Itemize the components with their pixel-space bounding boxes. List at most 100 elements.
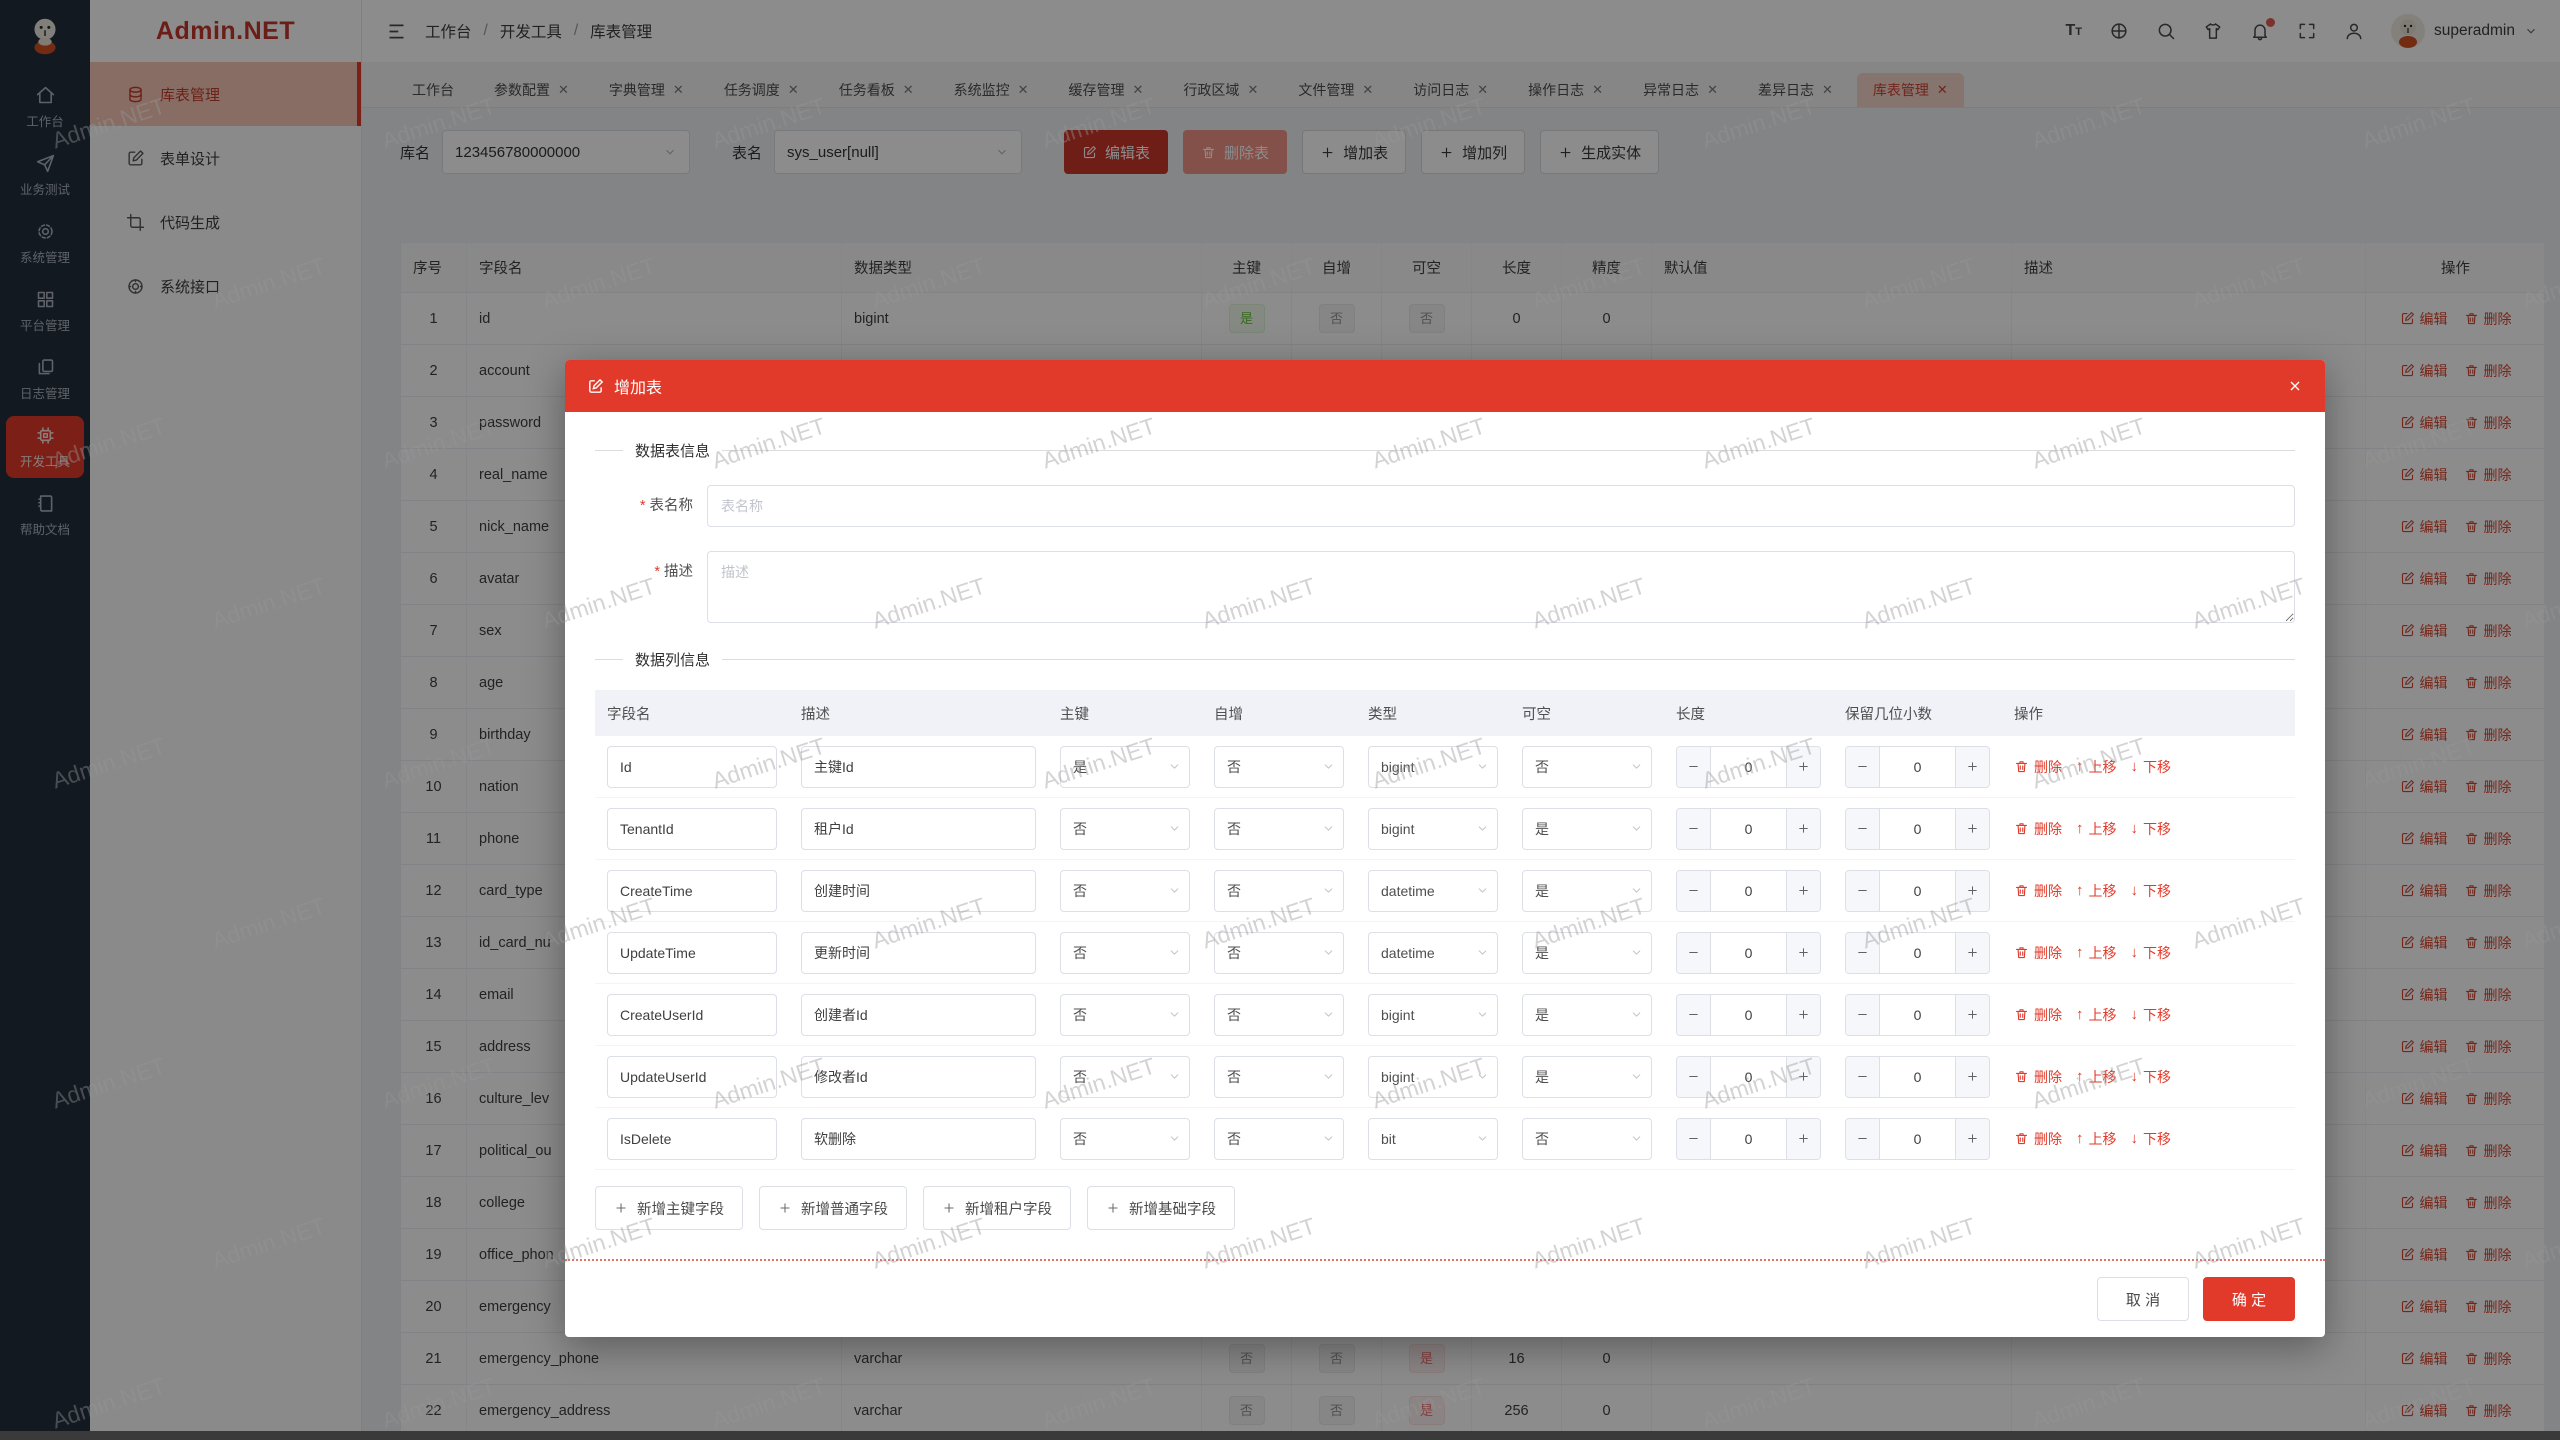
field-desc-input[interactable]: [801, 869, 1036, 912]
breadcrumb-item[interactable]: 开发工具: [499, 24, 562, 41]
type-select[interactable]: bigint: [1368, 993, 1498, 1036]
tab-close-icon[interactable]: ✕: [1132, 82, 1144, 97]
field-name-input[interactable]: [607, 931, 777, 974]
edit-row-button[interactable]: 编辑: [2400, 1089, 2448, 1109]
rail-item-平台管理[interactable]: 平台管理: [6, 280, 84, 342]
delete-row-button[interactable]: 删除: [2464, 829, 2512, 849]
field-name-input[interactable]: [607, 807, 777, 850]
sidebar-item-表单设计[interactable]: 表单设计: [90, 126, 361, 190]
increment-button[interactable]: [1786, 870, 1820, 911]
increment-button[interactable]: [1786, 994, 1820, 1035]
delete-row-button[interactable]: 删除: [2464, 673, 2512, 693]
move-down-button[interactable]: ↓ 下移: [2130, 1068, 2172, 1085]
delete-row-button[interactable]: 删除: [2464, 517, 2512, 537]
breadcrumb-item[interactable]: 工作台: [425, 24, 472, 41]
rail-item-工作台[interactable]: 工作台: [6, 76, 84, 138]
move-up-button[interactable]: ↑ 上移: [2076, 1068, 2117, 1085]
sidebar-item-库表管理[interactable]: 库表管理: [90, 62, 361, 126]
field-name-input[interactable]: [607, 993, 777, 1036]
rail-item-日志管理[interactable]: 日志管理: [6, 348, 84, 410]
delete-row-button[interactable]: 删除: [2464, 933, 2512, 953]
delete-row-button[interactable]: 删除: [2464, 413, 2512, 433]
delete-row-button[interactable]: 删除: [2464, 1245, 2512, 1265]
edit-row-button[interactable]: 编辑: [2400, 621, 2448, 641]
edit-row-button[interactable]: 编辑: [2400, 465, 2448, 485]
decrement-button[interactable]: [1846, 994, 1880, 1035]
edit-row-button[interactable]: 编辑: [2400, 881, 2448, 901]
tab-close-icon[interactable]: ✕: [672, 82, 684, 97]
increment-button[interactable]: [1955, 994, 1989, 1035]
add-field-button-新增基础字段[interactable]: 新增基础字段: [1087, 1186, 1235, 1230]
delete-row-button[interactable]: 删除: [2464, 777, 2512, 797]
field-desc-input[interactable]: [801, 745, 1036, 788]
delete-row-button[interactable]: 删除: [2464, 725, 2512, 745]
edit-row-button[interactable]: 编辑: [2400, 569, 2448, 589]
delete-column-button[interactable]: 删除: [2014, 1005, 2062, 1025]
decrement-button[interactable]: [1846, 746, 1880, 787]
decrement-button[interactable]: [1846, 808, 1880, 849]
move-up-button[interactable]: ↑ 上移: [2076, 820, 2117, 837]
edit-row-button[interactable]: 编辑: [2400, 985, 2448, 1005]
type-select[interactable]: bit: [1368, 1117, 1498, 1160]
auto-increment-select[interactable]: 否: [1214, 869, 1344, 912]
decrement-button[interactable]: [1846, 1118, 1880, 1159]
search-icon[interactable]: [2156, 21, 2176, 41]
profile-icon[interactable]: [2344, 21, 2364, 41]
edit-row-button[interactable]: 编辑: [2400, 1037, 2448, 1057]
tab-访问日志[interactable]: 访问日志 ✕: [1397, 73, 1504, 107]
primary-key-select[interactable]: 否: [1060, 1055, 1190, 1098]
tab-参数配置[interactable]: 参数配置 ✕: [478, 73, 585, 107]
delete-row-button[interactable]: 删除: [2464, 1089, 2512, 1109]
edit-row-button[interactable]: 编辑: [2400, 933, 2448, 953]
增加列-button[interactable]: 增加列: [1421, 130, 1526, 174]
tab-close-icon[interactable]: ✕: [1362, 82, 1374, 97]
delete-row-button[interactable]: 删除: [2464, 361, 2512, 381]
confirm-button[interactable]: 确 定: [2203, 1277, 2295, 1321]
tab-close-icon[interactable]: ✕: [1477, 82, 1489, 97]
nullable-select[interactable]: 是: [1522, 869, 1652, 912]
type-select[interactable]: bigint: [1368, 807, 1498, 850]
primary-key-select[interactable]: 否: [1060, 993, 1190, 1036]
delete-row-button[interactable]: 删除: [2464, 1141, 2512, 1161]
move-up-button[interactable]: ↑ 上移: [2076, 1006, 2117, 1023]
nullable-select[interactable]: 是: [1522, 1055, 1652, 1098]
tab-文件管理[interactable]: 文件管理 ✕: [1282, 73, 1389, 107]
rail-item-业务测试[interactable]: 业务测试: [6, 144, 84, 206]
edit-row-button[interactable]: 编辑: [2400, 413, 2448, 433]
decrement-button[interactable]: [1677, 994, 1711, 1035]
delete-row-button[interactable]: 删除: [2464, 1401, 2512, 1421]
delete-row-button[interactable]: 删除: [2464, 881, 2512, 901]
type-select[interactable]: bigint: [1368, 745, 1498, 788]
increment-button[interactable]: [1786, 1118, 1820, 1159]
field-desc-input[interactable]: [801, 807, 1036, 850]
font-size-icon[interactable]: TT: [2065, 21, 2082, 39]
table-select[interactable]: sys_user[null]: [774, 130, 1023, 174]
increment-button[interactable]: [1955, 1118, 1989, 1159]
move-up-button[interactable]: ↑ 上移: [2076, 944, 2117, 961]
field-desc-input[interactable]: [801, 993, 1036, 1036]
table-name-input[interactable]: [707, 485, 2295, 527]
move-down-button[interactable]: ↓ 下移: [2130, 758, 2172, 775]
decrement-button[interactable]: [1677, 808, 1711, 849]
edit-row-button[interactable]: 编辑: [2400, 1349, 2448, 1369]
breadcrumb-item[interactable]: 库表管理: [590, 24, 653, 41]
increment-button[interactable]: [1786, 808, 1820, 849]
tab-close-icon[interactable]: ✕: [1017, 82, 1029, 97]
delete-column-button[interactable]: 删除: [2014, 757, 2062, 777]
rail-item-开发工具[interactable]: 开发工具: [6, 416, 84, 478]
delete-row-button[interactable]: 删除: [2464, 1349, 2512, 1369]
delete-row-button[interactable]: 删除: [2464, 465, 2512, 485]
auto-increment-select[interactable]: 否: [1214, 1117, 1344, 1160]
delete-row-button[interactable]: 删除: [2464, 569, 2512, 589]
nullable-select[interactable]: 否: [1522, 1117, 1652, 1160]
type-select[interactable]: datetime: [1368, 931, 1498, 974]
db-select[interactable]: 123456780000000: [442, 130, 691, 174]
tab-close-icon[interactable]: ✕: [558, 82, 569, 97]
add-field-button-新增普通字段[interactable]: 新增普通字段: [759, 1186, 907, 1230]
nullable-select[interactable]: 是: [1522, 807, 1652, 850]
increment-button[interactable]: [1955, 746, 1989, 787]
nullable-select[interactable]: 是: [1522, 931, 1652, 974]
删除表-button[interactable]: 删除表: [1183, 130, 1288, 174]
increment-button[interactable]: [1955, 1056, 1989, 1097]
nullable-select[interactable]: 是: [1522, 993, 1652, 1036]
